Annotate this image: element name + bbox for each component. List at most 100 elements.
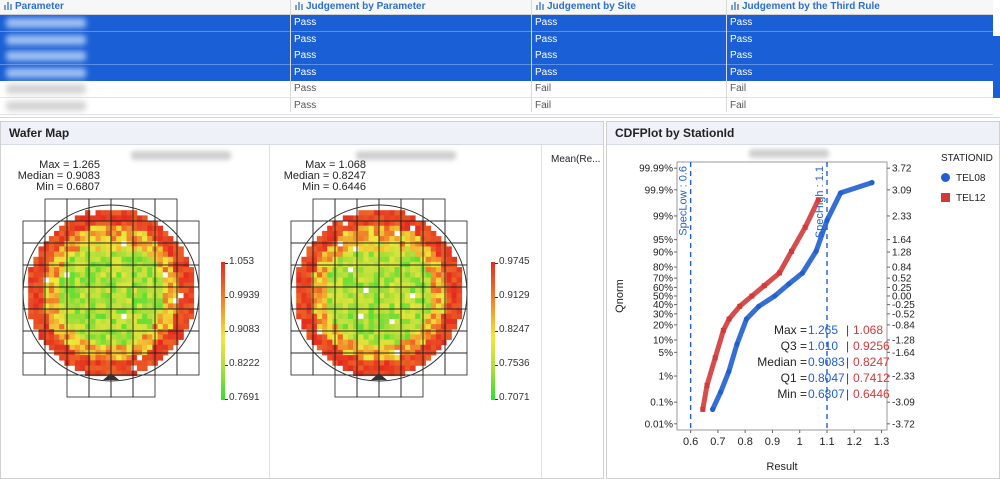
- scale-tick: [225, 365, 228, 366]
- column-header-judgement-third-rule[interactable]: Judgement by the Third Rule: [727, 0, 993, 14]
- die-cell: [373, 360, 380, 366]
- die-cell: [79, 256, 86, 263]
- summary-label: Q3 =: [781, 339, 807, 353]
- die-cell: [379, 210, 385, 216]
- die-cell: [188, 267, 195, 273]
- die-cell: [301, 308, 307, 314]
- summary-value-tel12: 0.7412: [853, 371, 890, 385]
- die-cell: [121, 334, 127, 340]
- die-cell: [342, 256, 349, 263]
- die-cell: [384, 251, 390, 258]
- summary-value-tel08: 1.265: [808, 323, 838, 337]
- die-cell: [363, 220, 369, 226]
- die-cell: [399, 256, 406, 263]
- die-cell: [147, 287, 153, 294]
- die-cell: [347, 344, 354, 351]
- die-cell: [379, 313, 385, 320]
- die-cell: [446, 251, 452, 258]
- die-cell: [379, 339, 385, 346]
- die-cell: [327, 318, 333, 325]
- die-cell: [188, 298, 195, 304]
- data-point: [700, 406, 706, 412]
- die-cell: [384, 293, 390, 299]
- table-cell: Pass: [294, 17, 317, 28]
- die-cell: [100, 344, 107, 351]
- wafer-map-1[interactable]: [11, 190, 211, 406]
- die-cell: [28, 293, 34, 299]
- die-cell: [394, 210, 400, 216]
- die-cell: [142, 293, 148, 299]
- die-cell: [430, 282, 437, 289]
- die-cell: [353, 236, 359, 242]
- y-tick-label: 99.99%: [639, 164, 673, 175]
- reticle-field: [22, 220, 46, 244]
- die-cell: [451, 277, 457, 283]
- panel-title: CDFPlot by StationId: [615, 126, 735, 140]
- x-tick-label: 0.9: [765, 436, 780, 448]
- die-cell: [69, 287, 76, 294]
- die-cell: [121, 287, 127, 294]
- die-cell: [105, 365, 112, 371]
- die-cell: [126, 215, 132, 221]
- die-cell: [74, 329, 81, 335]
- die-cell: [373, 365, 380, 371]
- table-row[interactable]: Pass Fail Fail: [0, 81, 993, 98]
- die-cell: [116, 355, 122, 361]
- die-cell: [173, 334, 179, 340]
- die-cell: [368, 313, 375, 320]
- die-cell: [368, 365, 375, 371]
- wafer-map-2[interactable]: [279, 190, 479, 406]
- die-cell: [373, 215, 380, 221]
- column-header-judgement-by-site[interactable]: Judgement by Site: [532, 0, 726, 14]
- die-cell: [162, 293, 169, 299]
- die-cell: [342, 225, 349, 232]
- column-icon: [295, 2, 303, 10]
- die-cell: [95, 267, 101, 273]
- die-cell: [306, 298, 312, 304]
- die-cell: [363, 256, 369, 263]
- die-cell: [363, 313, 369, 320]
- die-cell: [301, 287, 307, 294]
- die-cell: [363, 318, 369, 325]
- die-cell: [111, 215, 117, 221]
- scrollbar-thumb[interactable]: [993, 36, 1000, 98]
- die-cell: [43, 277, 50, 283]
- die-cell: [342, 251, 349, 258]
- die-cell: [425, 282, 432, 289]
- table-row[interactable]: Pass Pass Pass: [0, 48, 993, 65]
- die-cell: [435, 329, 442, 335]
- table-scrollbar[interactable]: [993, 14, 1000, 98]
- table-row[interactable]: Pass Pass Pass: [0, 15, 993, 32]
- column-header-judgement-by-parameter[interactable]: Judgement by Parameter: [291, 0, 531, 14]
- die-cell: [327, 344, 333, 351]
- legend-item-tel12[interactable]: TEL12: [941, 192, 999, 206]
- die-cell: [358, 370, 364, 377]
- die-cell: [441, 339, 447, 346]
- die-cell: [142, 277, 148, 283]
- die-cell: [441, 282, 447, 289]
- column-header-parameter[interactable]: Parameter: [0, 0, 290, 14]
- legend-item-tel08[interactable]: TEL08: [941, 172, 999, 186]
- table-row[interactable]: Pass Pass Pass: [0, 64, 993, 82]
- die-cell: [389, 303, 395, 309]
- die-cell: [100, 339, 107, 346]
- die-cell: [69, 355, 76, 361]
- table-row[interactable]: Pass Pass Pass: [0, 31, 993, 49]
- die-cell: [126, 241, 132, 247]
- die-cell: [105, 344, 112, 351]
- table-row[interactable]: Pass Fail Fail: [0, 97, 993, 115]
- table-cell: Pass: [730, 17, 753, 28]
- die-cell: [85, 344, 91, 351]
- die-cell: [183, 277, 189, 283]
- die-cell: [157, 225, 164, 232]
- die-cell: [116, 251, 122, 258]
- die-cell: [368, 355, 375, 361]
- die-cell: [178, 293, 184, 299]
- die-cell: [74, 225, 81, 232]
- data-point: [743, 316, 750, 322]
- table-cell: Pass: [535, 17, 558, 28]
- y2-tick-label: 3.09: [892, 185, 912, 196]
- die-cell: [33, 298, 39, 304]
- die-cell: [85, 256, 91, 263]
